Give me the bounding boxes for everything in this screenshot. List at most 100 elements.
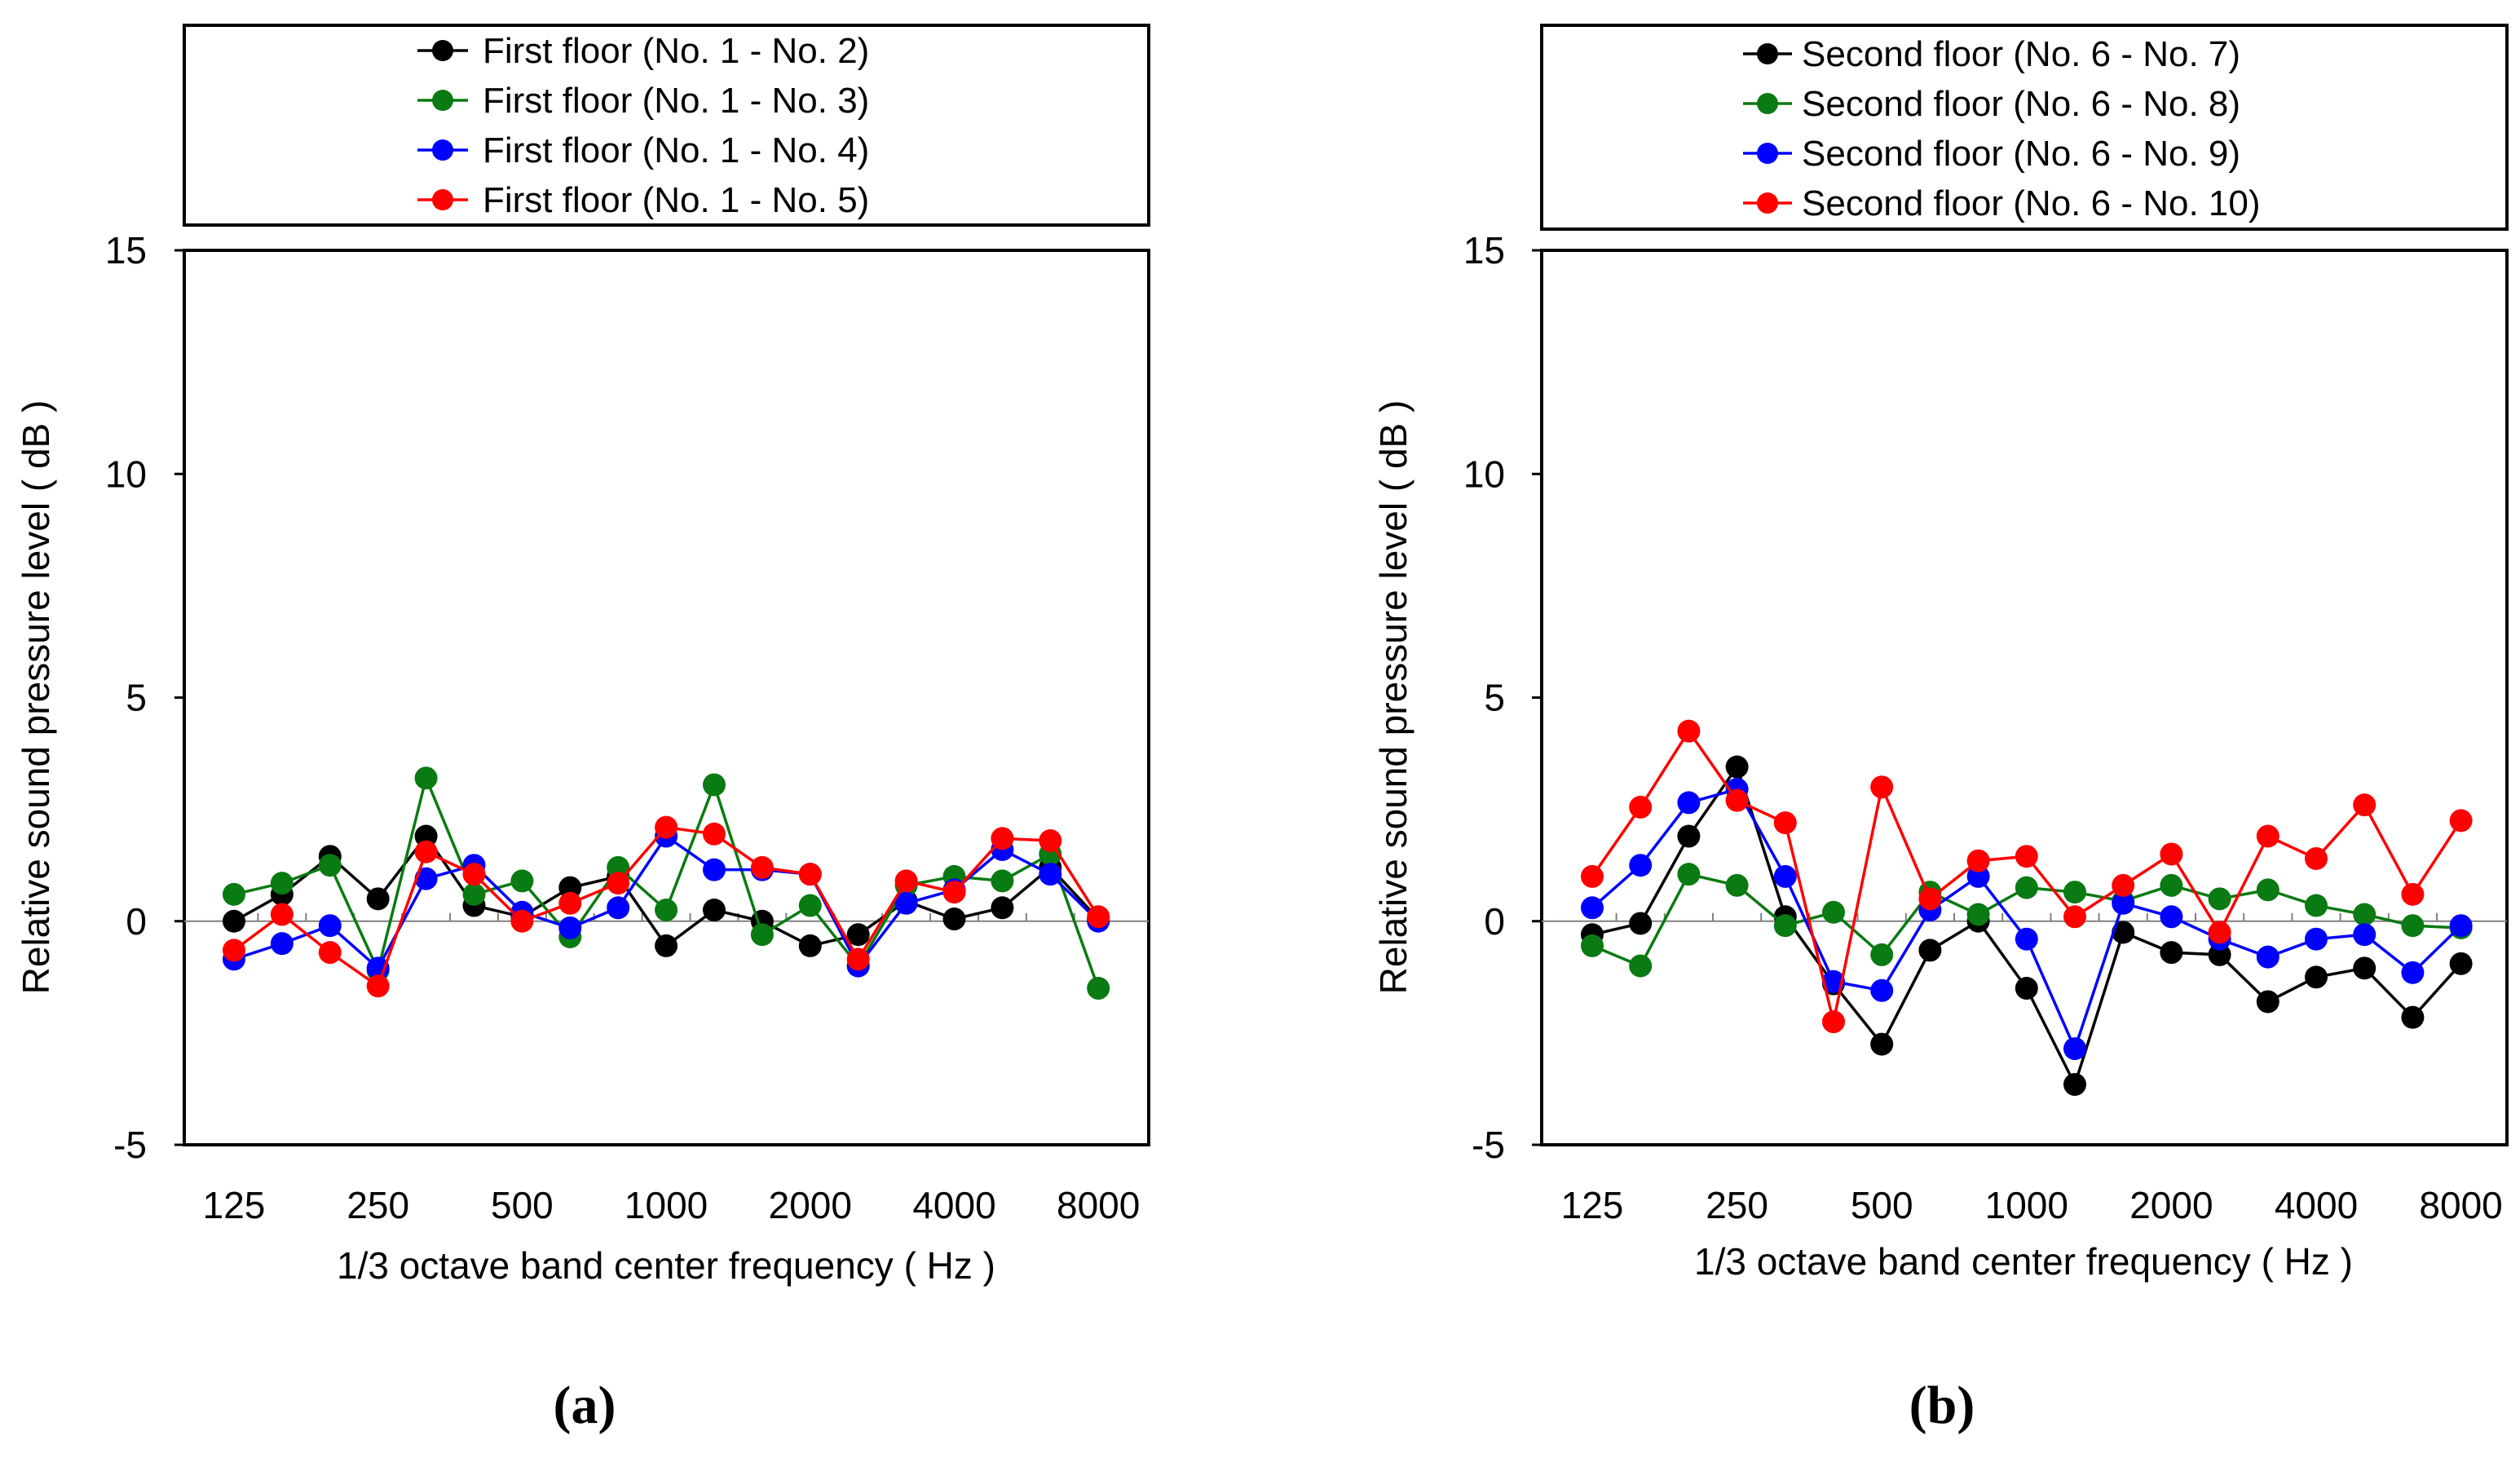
data-point — [991, 896, 1014, 920]
y-tick-label: -5 — [113, 1124, 147, 1166]
data-point — [1870, 1032, 1894, 1056]
x-tick-label: 250 — [346, 1184, 409, 1226]
data-point — [1677, 863, 1701, 886]
data-point — [894, 869, 918, 893]
data-point — [846, 923, 870, 947]
data-point — [2449, 952, 2473, 975]
data-point — [414, 824, 438, 848]
y-tick-label: 10 — [105, 453, 147, 495]
data-point — [750, 923, 774, 947]
x-tick-label: 4000 — [912, 1184, 995, 1226]
data-point — [2353, 903, 2377, 926]
data-point — [2305, 965, 2328, 989]
data-point — [1822, 900, 1845, 924]
data-point — [1629, 954, 1653, 978]
data-point — [2160, 842, 2183, 866]
data-point — [2449, 914, 2473, 938]
plot-area-b — [1540, 249, 2509, 1146]
data-point — [1087, 977, 1110, 1000]
x-tick-label: 4000 — [2275, 1184, 2358, 1226]
data-point — [1725, 873, 1749, 897]
x-tick-label: 2000 — [2129, 1184, 2213, 1226]
data-point — [1629, 795, 1653, 819]
x-axis-label-b: 1/3 octave band center frequency ( Hz ) — [1694, 1240, 2353, 1283]
legend-box-a — [183, 24, 1150, 227]
legend-box-b — [1540, 24, 2509, 231]
plot-marks-b — [1532, 249, 2507, 1146]
y-axis-label-a: Relative sound pressure level ( dB ) — [15, 400, 57, 995]
legend-label: First floor (No. 1 - No. 3) — [483, 81, 869, 121]
legend-marker — [432, 90, 453, 111]
x-tick-label: 8000 — [1057, 1184, 1140, 1226]
data-point — [270, 903, 293, 926]
data-point — [942, 881, 966, 904]
data-point — [2112, 921, 2135, 944]
data-point — [462, 863, 486, 886]
legend-marker — [1757, 43, 1778, 64]
x-tick-label: 2000 — [769, 1184, 852, 1226]
data-point — [703, 822, 726, 846]
data-point — [414, 840, 438, 864]
legend-a: First floor (No. 1 - No. 2) First floor (… — [417, 31, 869, 220]
data-point — [2256, 945, 2279, 969]
legend-marker — [432, 139, 453, 161]
y-tick-label: 5 — [126, 677, 147, 719]
data-point — [1725, 788, 1749, 812]
data-point — [894, 891, 918, 915]
data-point — [1581, 934, 1604, 957]
data-point — [2208, 921, 2231, 944]
data-point — [1966, 849, 1990, 872]
data-point — [414, 766, 438, 790]
data-point — [2305, 846, 2328, 870]
data-point — [2401, 1005, 2425, 1029]
data-point — [318, 854, 342, 877]
data-point — [798, 863, 822, 886]
y-tick-label: 5 — [1484, 677, 1505, 719]
y-tick-label: -5 — [1472, 1124, 1505, 1166]
data-point — [2256, 824, 2279, 848]
legend-label: Second floor (No. 6 - No. 7) — [1802, 34, 2240, 74]
data-point — [2449, 809, 2473, 833]
data-point — [798, 894, 822, 917]
data-point — [1039, 863, 1062, 886]
data-point — [607, 855, 630, 879]
data-point — [607, 872, 630, 895]
legend-label: First floor (No. 1 - No. 4) — [483, 130, 869, 170]
data-point — [366, 887, 390, 911]
data-point — [2401, 882, 2425, 906]
legend-marker — [1757, 143, 1778, 164]
data-point — [1581, 864, 1604, 888]
y-axis-label-b: Relative sound pressure level ( dB ) — [1372, 400, 1414, 995]
data-point — [1870, 943, 1894, 966]
data-point — [223, 939, 245, 962]
data-point — [1677, 719, 1701, 743]
data-point — [1918, 939, 1942, 962]
y-tick-label: 15 — [105, 229, 147, 272]
plot-marks-a — [174, 249, 1149, 1146]
data-point — [1581, 896, 1604, 920]
legend-label: First floor (No. 1 - No. 2) — [483, 31, 869, 71]
data-point — [991, 869, 1014, 893]
data-point — [2015, 927, 2038, 951]
y-tick-label: 0 — [1484, 900, 1505, 943]
data-point — [2063, 905, 2086, 929]
data-point — [655, 934, 678, 957]
data-point — [318, 914, 342, 938]
data-point — [2256, 878, 2279, 902]
data-point — [942, 908, 966, 931]
data-point — [1629, 912, 1653, 935]
panel-caption-a: (a) — [554, 1376, 616, 1435]
data-point — [1918, 887, 1942, 911]
x-tick-label: 125 — [203, 1184, 266, 1226]
data-point — [318, 941, 342, 965]
data-point — [2160, 905, 2183, 929]
x-axis-label-a: 1/3 octave band center frequency ( Hz ) — [337, 1244, 995, 1287]
data-point — [366, 974, 390, 998]
data-point — [991, 827, 1014, 850]
x-tick-label: 250 — [1706, 1184, 1768, 1226]
legend-b: Second floor (No. 6 - No. 7) Second floor… — [1743, 34, 2260, 223]
legend-label: Second floor (No. 6 - No. 8) — [1802, 84, 2240, 124]
y-tick-label: 15 — [1463, 229, 1505, 272]
data-point — [2305, 927, 2328, 951]
data-point — [607, 896, 630, 920]
